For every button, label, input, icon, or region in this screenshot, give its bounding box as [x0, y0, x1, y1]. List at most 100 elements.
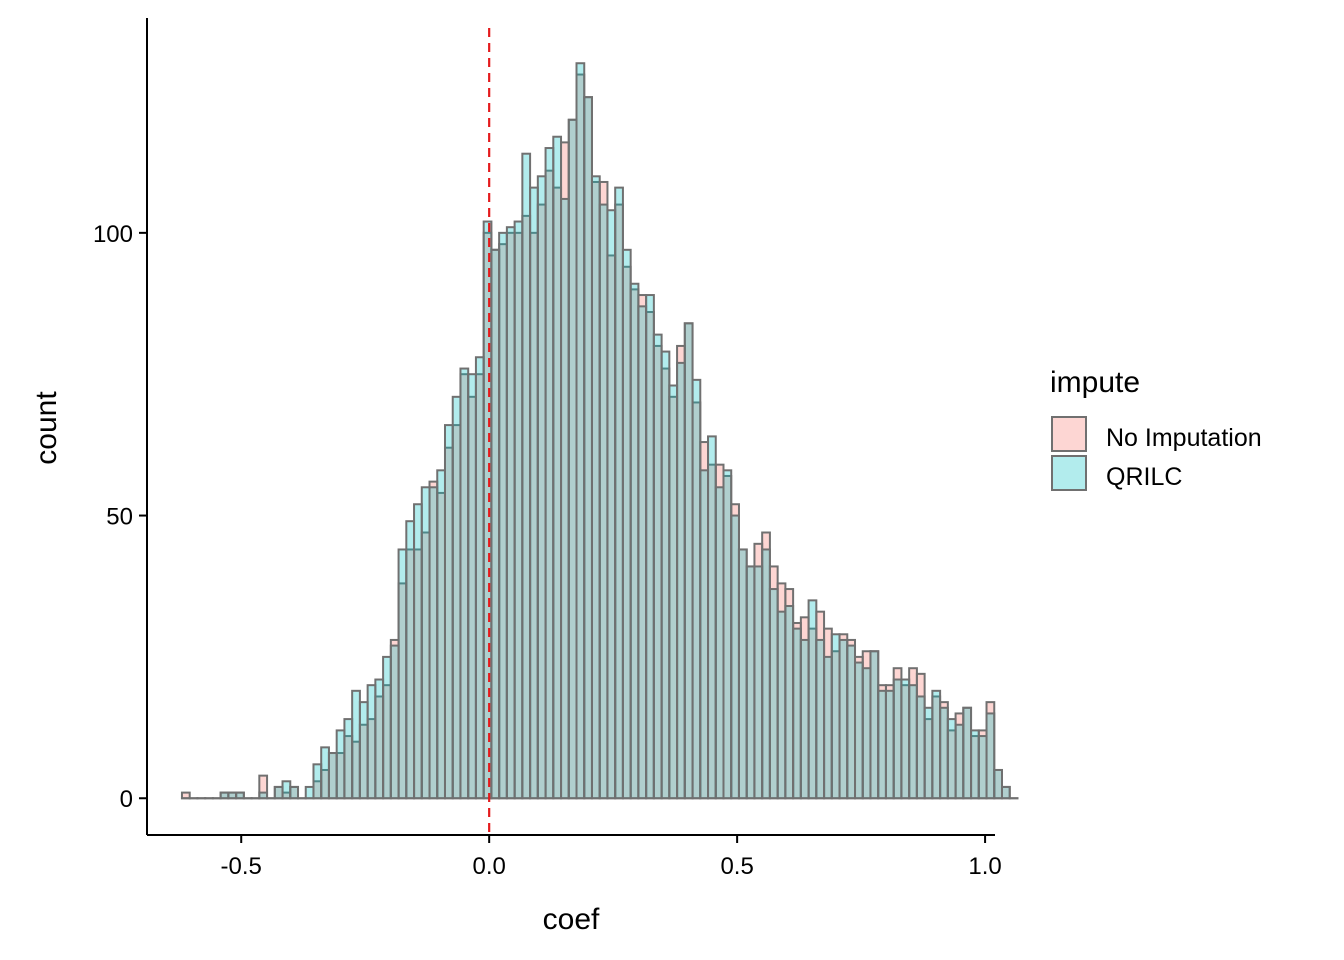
- series-qrilc-bars: [180, 62, 1019, 800]
- bar-qrilc-90: [877, 689, 887, 800]
- bar-qrilc-97: [931, 689, 942, 800]
- bar-qrilc-82: [815, 638, 826, 800]
- bar-qrilc-46: [536, 175, 547, 800]
- bar-qrilc-28: [397, 548, 408, 800]
- bar-qrilc-13: [281, 780, 292, 800]
- bar-qrilc-6: [227, 791, 238, 800]
- bar-qrilc-42: [505, 226, 516, 800]
- bar-qrilc-106: [1000, 785, 1011, 800]
- bar-qrilc-85: [838, 638, 849, 800]
- bar-qrilc-47: [544, 147, 555, 800]
- bar-qrilc-62: [660, 350, 671, 800]
- bar-qrilc-93: [900, 678, 911, 800]
- y-axis-title: count: [30, 391, 63, 465]
- bar-qrilc-33: [436, 469, 446, 800]
- bar-qrilc-105: [993, 768, 1004, 800]
- bar-qrilc-16: [304, 785, 315, 800]
- x-tick-label-1: 0.0: [472, 853, 505, 880]
- bar-qrilc-94: [908, 684, 918, 800]
- bar-qrilc-79: [792, 627, 802, 800]
- bar-qrilc-38: [474, 356, 485, 800]
- bar-qrilc-86: [846, 644, 857, 800]
- x-axis-title: coef: [543, 903, 600, 936]
- bar-qrilc-73: [745, 565, 756, 800]
- bar-qrilc-100: [954, 723, 965, 800]
- bar-qrilc-25: [374, 678, 385, 800]
- bar-qrilc-83: [823, 655, 833, 800]
- bar-qrilc-80: [799, 638, 810, 800]
- bar-qrilc-35: [451, 395, 462, 800]
- bar-qrilc-48: [552, 135, 563, 800]
- x-tick-label-3: 1.0: [968, 853, 1001, 880]
- bar-qrilc-69: [714, 486, 725, 800]
- bar-qrilc-66: [691, 378, 702, 800]
- bar-qrilc-20: [335, 729, 346, 800]
- bar-qrilc-67: [699, 469, 710, 800]
- bar-qrilc-31: [420, 486, 431, 800]
- bar-qrilc-92: [892, 678, 903, 800]
- bar-qrilc-14: [289, 785, 300, 800]
- bar-qrilc-40: [490, 248, 501, 800]
- bar-qrilc-75: [761, 548, 771, 800]
- bar-qrilc-60: [645, 294, 655, 800]
- bar-qrilc-43: [513, 220, 524, 800]
- bar-qrilc-22: [351, 689, 361, 800]
- bar-qrilc-89: [869, 650, 880, 800]
- bar-qrilc-91: [884, 689, 895, 800]
- bar-qrilc-10: [258, 791, 269, 800]
- bar-qrilc-26: [382, 655, 392, 800]
- bar-qrilc-19: [327, 752, 338, 800]
- bar-qrilc-41: [498, 231, 508, 800]
- bar-qrilc-24: [366, 684, 377, 800]
- bar-qrilc-58: [629, 282, 640, 800]
- legend-label-qrilc: QRILC: [1106, 463, 1182, 491]
- bar-qrilc-96: [923, 706, 934, 800]
- y-tick-label-0: 0: [120, 786, 133, 813]
- bar-qrilc-34: [443, 424, 454, 800]
- legend-swatch-qrilc: [1051, 455, 1087, 491]
- bar-qrilc-52: [583, 96, 593, 800]
- bar-qrilc-103: [977, 735, 988, 800]
- y-tick-label-2: 100: [93, 221, 133, 248]
- bar-qrilc-95: [915, 695, 926, 800]
- bar-qrilc-65: [683, 322, 694, 800]
- series-no-imputation-bars: [180, 73, 1019, 800]
- bar-qrilc-102: [970, 729, 980, 800]
- bar-qrilc-77: [776, 610, 787, 800]
- bar-qrilc-23: [358, 701, 369, 800]
- bar-qrilc-5: [219, 791, 230, 800]
- bar-qrilc-32: [428, 486, 439, 800]
- y-tick-label-1: 50: [106, 504, 133, 531]
- bar-qrilc-12: [273, 785, 284, 800]
- bar-qrilc-53: [590, 175, 601, 800]
- bar-qrilc-71: [730, 514, 740, 800]
- bar-qrilc-63: [668, 384, 679, 800]
- bar-qrilc-51: [575, 62, 586, 800]
- bar-qrilc-88: [861, 667, 872, 800]
- bar-qrilc-36: [459, 367, 470, 800]
- legend: impute No Imputation QRILC: [1050, 366, 1262, 491]
- bar-qrilc-55: [606, 209, 617, 800]
- bar-qrilc-87: [854, 661, 864, 800]
- bar-qrilc-78: [784, 605, 795, 800]
- bar-qrilc-81: [807, 599, 818, 800]
- bar-qrilc-54: [598, 203, 609, 800]
- bar-qrilc-37: [467, 373, 477, 800]
- bar-qrilc-50: [567, 118, 578, 800]
- bar-qrilc-76: [768, 588, 779, 800]
- bar-qrilc-70: [722, 469, 733, 800]
- bar-qrilc-27: [389, 644, 400, 800]
- legend-swatch-no-imputation: [1051, 416, 1087, 452]
- bar-qrilc-21: [343, 718, 354, 800]
- bar-qrilc-18: [320, 746, 330, 800]
- bar-qrilc-17: [312, 763, 323, 800]
- bar-qrilc-44: [521, 152, 532, 800]
- x-tick-label-2: 0.5: [720, 853, 753, 880]
- bar-qrilc-98: [939, 706, 949, 800]
- bar-qrilc-84: [830, 633, 841, 800]
- bar-qrilc-72: [737, 548, 748, 800]
- bar-qrilc-101: [962, 706, 973, 800]
- bar-qrilc-30: [413, 503, 423, 800]
- bar-qrilc-45: [529, 186, 539, 800]
